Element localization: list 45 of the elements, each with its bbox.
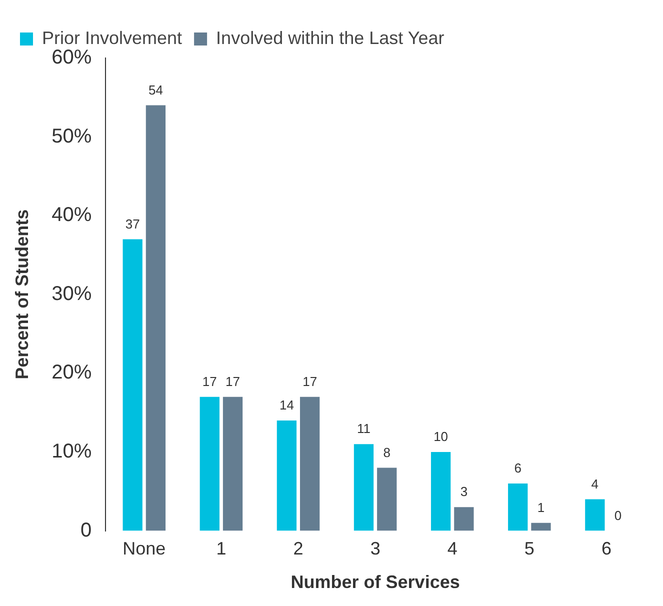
y-tick-label: 30% bbox=[52, 282, 92, 305]
bar bbox=[454, 507, 474, 531]
bar bbox=[276, 420, 297, 531]
y-axis-title: Percent of Students bbox=[12, 209, 32, 380]
bar bbox=[585, 499, 605, 531]
bar bbox=[508, 484, 528, 531]
bar bbox=[300, 396, 320, 531]
x-axis-title: Number of Services bbox=[290, 572, 460, 592]
y-tick-label: 0 bbox=[80, 519, 92, 542]
bar bbox=[146, 105, 166, 531]
x-tick-label: None bbox=[122, 538, 166, 559]
data-label: 11 bbox=[357, 421, 371, 436]
x-tick-label: 3 bbox=[370, 538, 380, 559]
x-tick-label: 2 bbox=[293, 538, 304, 559]
x-tick-label: 4 bbox=[447, 538, 458, 559]
legend-label: Prior Involvement bbox=[42, 28, 182, 48]
bar bbox=[531, 522, 551, 531]
data-label: 17 bbox=[202, 374, 217, 389]
data-label: 1 bbox=[537, 500, 545, 515]
data-label: 3 bbox=[460, 484, 468, 500]
bar bbox=[122, 239, 142, 531]
y-tick-label: 50% bbox=[52, 125, 92, 148]
y-tick-label: 60% bbox=[52, 46, 92, 69]
data-label: 37 bbox=[125, 216, 140, 232]
data-label: 17 bbox=[302, 374, 318, 389]
bar bbox=[200, 396, 220, 531]
bar bbox=[377, 468, 397, 531]
bar bbox=[354, 444, 374, 531]
x-tick-label: 1 bbox=[216, 538, 226, 559]
data-label: 0 bbox=[614, 508, 622, 523]
x-tick-label: 5 bbox=[524, 538, 534, 559]
legend-label: Involved within the Last Year bbox=[216, 28, 444, 48]
y-tick-label: 10% bbox=[52, 440, 92, 463]
data-label: 4 bbox=[591, 476, 599, 492]
data-label: 6 bbox=[514, 460, 522, 476]
data-label: 17 bbox=[226, 374, 240, 389]
bar bbox=[430, 452, 451, 531]
bar bbox=[222, 396, 243, 531]
data-label: 10 bbox=[434, 429, 448, 444]
y-tick-label: 20% bbox=[52, 362, 92, 384]
data-label: 14 bbox=[279, 398, 294, 413]
data-label: 8 bbox=[383, 444, 390, 460]
x-tick-label: 6 bbox=[601, 538, 612, 559]
y-tick-label: 40% bbox=[52, 204, 92, 226]
data-label: 54 bbox=[148, 82, 163, 98]
